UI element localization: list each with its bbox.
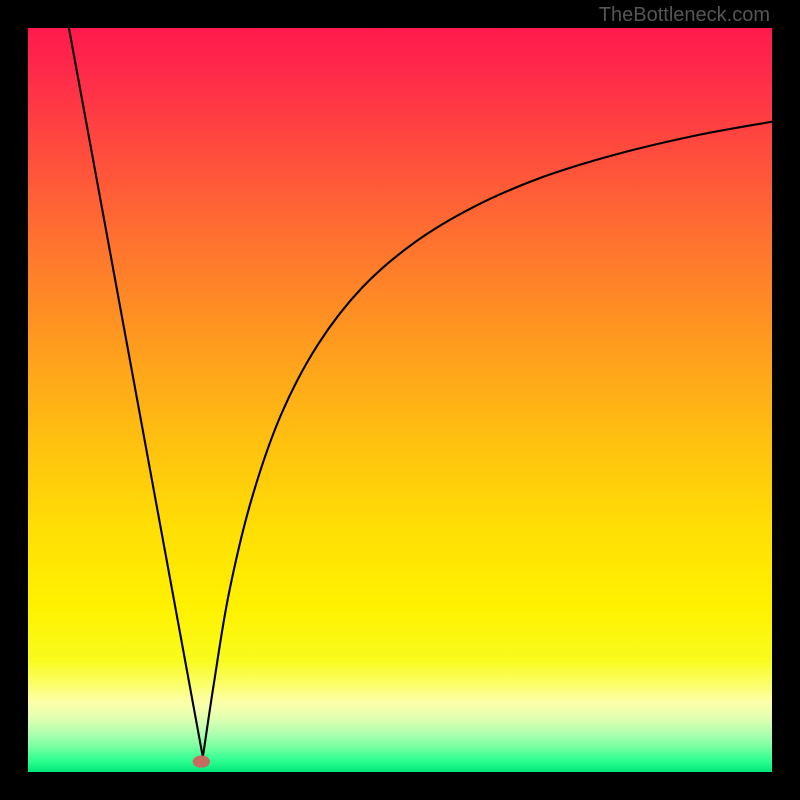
curve-left-branch bbox=[69, 28, 203, 757]
chart-frame: TheBottleneck.com bbox=[0, 0, 800, 800]
curve-right-branch bbox=[203, 122, 772, 757]
curve-layer bbox=[28, 28, 772, 772]
source-watermark: TheBottleneck.com bbox=[599, 4, 770, 27]
minimum-marker bbox=[193, 756, 209, 767]
plot-area bbox=[28, 28, 772, 772]
